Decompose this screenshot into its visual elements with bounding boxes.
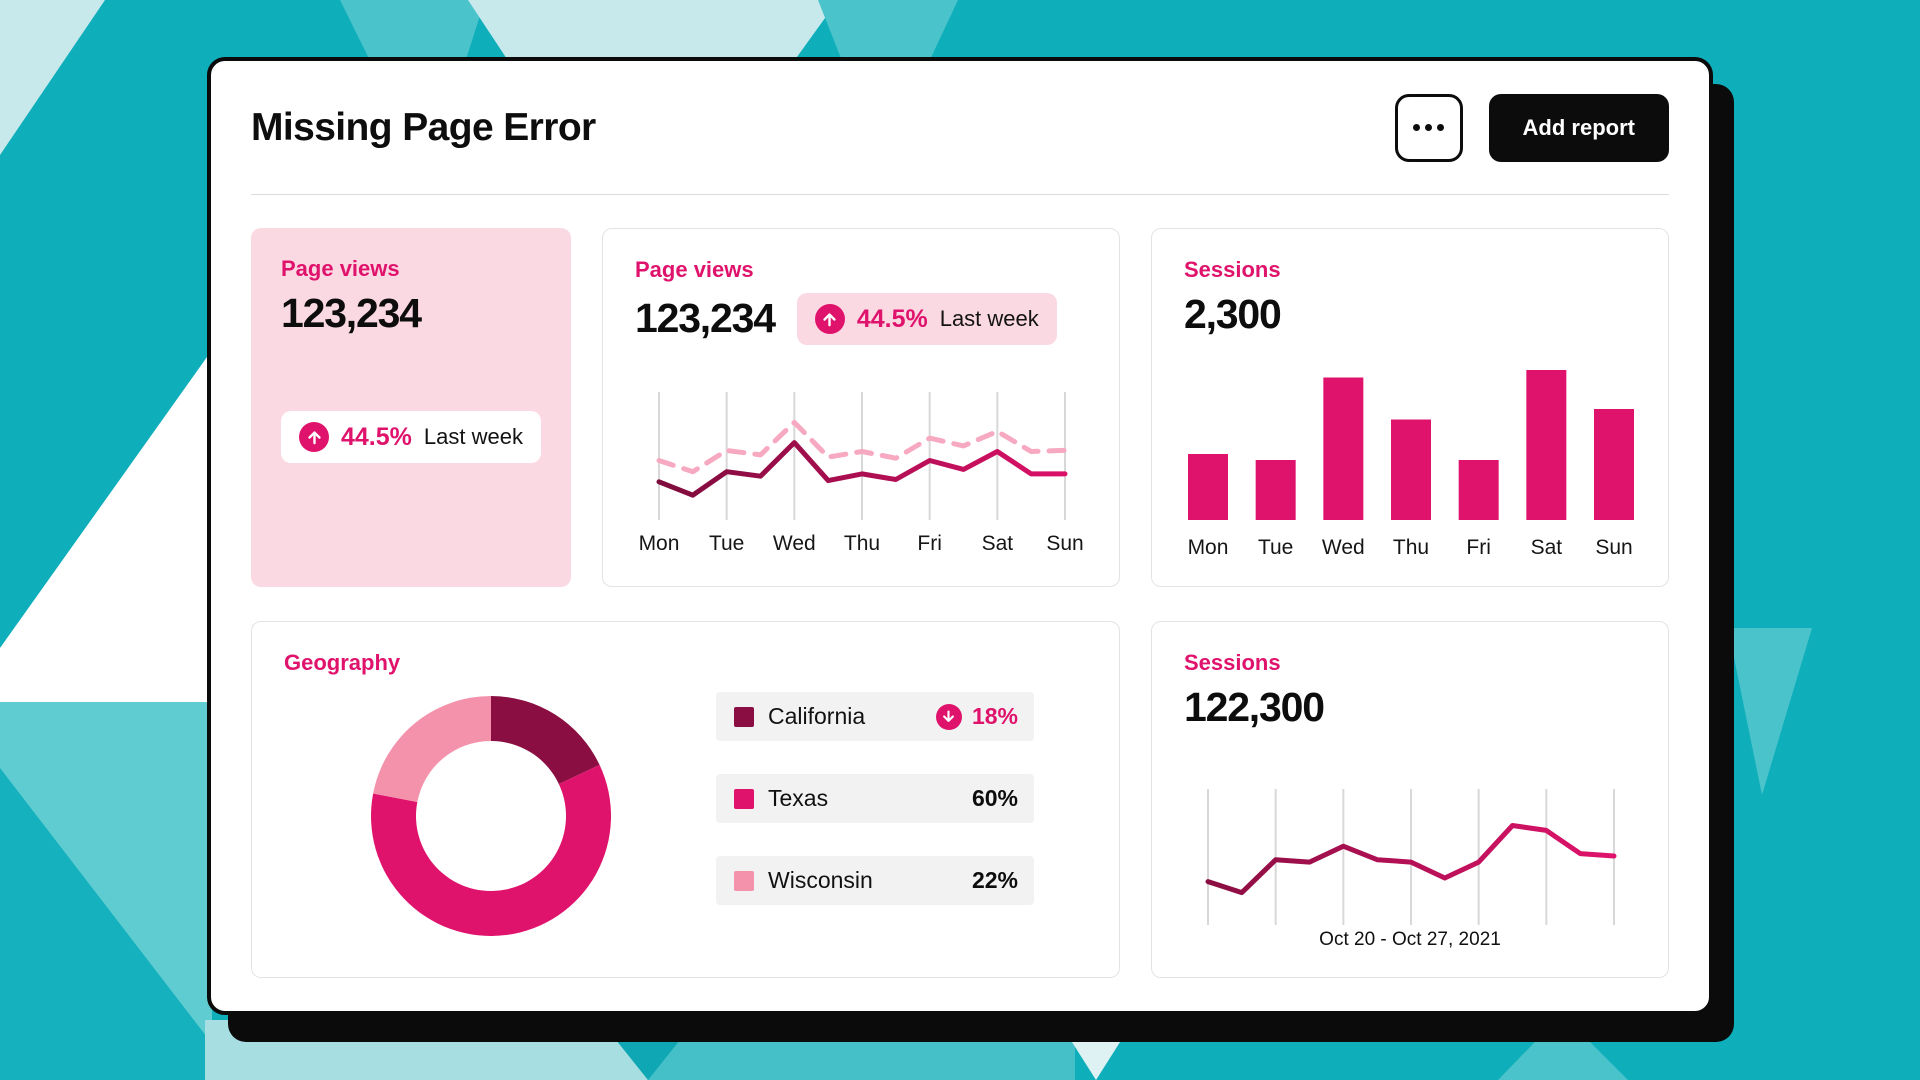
geography-donut-chart: [371, 696, 612, 937]
arrow-down-icon: [935, 703, 962, 730]
svg-text:Thu: Thu: [1393, 536, 1429, 559]
arrow-up-icon: [814, 304, 845, 334]
geography-legend: California 18% Texas 60%: [716, 692, 1034, 905]
svg-text:Sun: Sun: [1046, 532, 1083, 555]
dashboard-panel: Missing Page Error Add report Page views…: [207, 57, 1713, 1015]
add-report-button[interactable]: Add report: [1488, 93, 1669, 162]
legend-value: 60%: [971, 785, 1018, 811]
ellipsis-icon: [1413, 124, 1445, 131]
legend-row-texas: Texas 60%: [716, 774, 1034, 823]
svg-text:Mon: Mon: [639, 532, 680, 555]
svg-text:Mon: Mon: [1188, 536, 1229, 559]
page-views-value: 123,234: [281, 290, 422, 336]
sessions-value: 2,300: [1184, 291, 1282, 337]
card-title: Geography: [284, 650, 401, 675]
card-title: Page views: [635, 257, 754, 282]
svg-text:Sat: Sat: [1531, 536, 1563, 559]
svg-text:Sun: Sun: [1595, 536, 1632, 559]
sessions-line-chart: [1205, 789, 1617, 925]
legend-label: Texas: [768, 785, 829, 811]
sessions-range-card: Sessions 122,300 Oct 20 - Oct 27, 2021: [1151, 621, 1669, 978]
svg-text:Wed: Wed: [773, 532, 816, 555]
comparison-label: Last week: [423, 424, 523, 449]
sessions-week-card: Sessions 2,300 Mon Tue Wed Thu Fri Sat Sun: [1151, 228, 1669, 587]
svg-text:Tue: Tue: [709, 532, 744, 555]
card-title: Sessions: [1184, 650, 1281, 675]
svg-text:Sat: Sat: [982, 532, 1014, 555]
card-title: Sessions: [1184, 257, 1281, 282]
comparison-label: Last week: [939, 306, 1039, 331]
legend-row-wisconsin: Wisconsin 22%: [716, 856, 1034, 905]
legend-value: 18%: [935, 703, 1018, 730]
arrow-up-icon: [299, 422, 329, 452]
delta-percent: 44.5%: [856, 304, 928, 333]
header-actions: Add report: [1394, 93, 1669, 162]
legend-label: California: [768, 703, 866, 729]
wisconsin-swatch: [734, 870, 754, 891]
page-views-trend-card: Page views 123,234 44.5% Last week Mon Tu…: [602, 228, 1120, 587]
card-title: Page views: [281, 256, 400, 281]
legend-value: 22%: [971, 867, 1018, 893]
california-swatch: [734, 706, 754, 727]
sessions-value: 122,300: [1184, 684, 1325, 730]
svg-text:Thu: Thu: [844, 532, 880, 555]
sessions-bar-chart: Mon Tue Wed Thu Fri Sat Sun: [1188, 370, 1634, 559]
legend-label: Wisconsin: [768, 867, 873, 893]
legend-row-california: California 18%: [716, 692, 1034, 741]
page-views-value: 123,234: [635, 295, 776, 342]
page-views-line-chart: Mon Tue Wed Thu Fri Sat Sun: [639, 392, 1084, 555]
delta-badge: 44.5% Last week: [796, 293, 1057, 345]
page-views-summary-card: Page views 123,234 44.5% Last week: [251, 228, 571, 587]
cards-grid: Page views 123,234 44.5% Last week Page …: [251, 228, 1669, 978]
value-row: 123,234 44.5% Last week: [635, 293, 1087, 345]
more-options-button[interactable]: [1394, 93, 1463, 162]
date-range-caption: Oct 20 - Oct 27, 2021: [1319, 929, 1501, 950]
svg-text:Fri: Fri: [917, 532, 942, 555]
page-title: Missing Page Error: [251, 105, 596, 149]
panel-header: Missing Page Error Add report: [251, 61, 1669, 195]
geography-card: Geography California 18%: [251, 621, 1120, 978]
svg-text:Fri: Fri: [1466, 536, 1491, 559]
texas-swatch: [734, 788, 754, 809]
svg-text:Tue: Tue: [1258, 536, 1293, 559]
delta-badge: 44.5% Last week: [281, 411, 541, 463]
delta-percent: 44.5%: [341, 422, 412, 451]
svg-text:Wed: Wed: [1322, 536, 1365, 559]
